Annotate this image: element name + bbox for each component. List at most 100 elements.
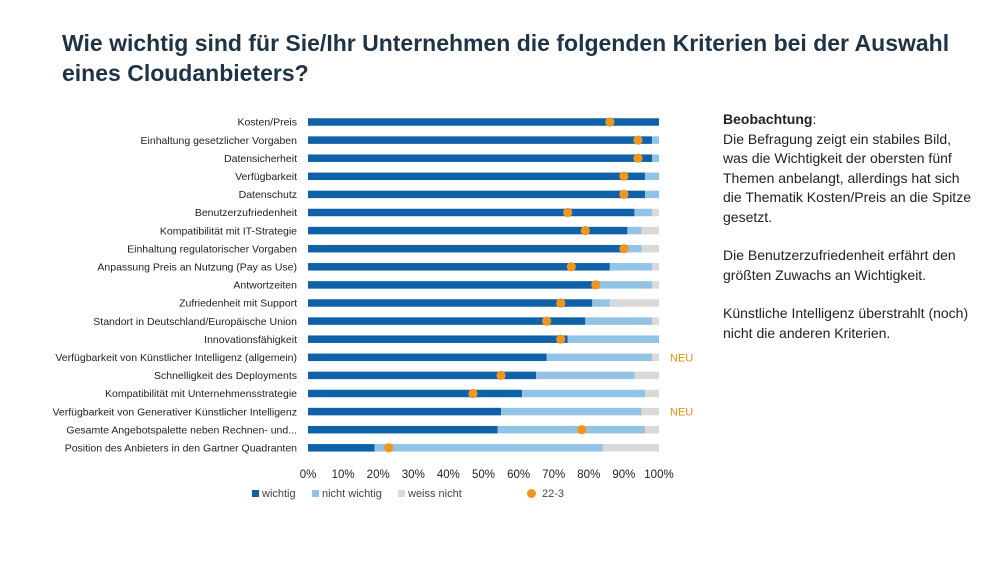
bar-segment-wichtig [308, 353, 547, 362]
bar-segment-weiss-nicht [634, 371, 659, 380]
category-label: Innovationsfähigkeit [204, 334, 297, 346]
observation-panel: Beobachtung: Die Befragung zeigt ein stab… [723, 110, 978, 362]
annotation-label: NEU [670, 407, 693, 419]
category-label: Einhaltung gesetzlicher Vorgaben [141, 135, 298, 147]
x-tick-label: 10% [332, 469, 355, 481]
bar-segment-nicht-wichtig [592, 299, 610, 307]
annotation-label: NEU [670, 352, 693, 364]
category-label: Standort in Deutschland/Europäische Unio… [93, 316, 297, 328]
bar-segment-weiss-nicht [651, 353, 659, 362]
marker-point [542, 316, 552, 326]
category-label: Verfügbarkeit [235, 171, 297, 183]
legend-label: weiss nicht [407, 488, 462, 500]
category-label: Einhaltung regulatorischer Vorgaben [127, 243, 297, 255]
marker-point [563, 207, 573, 218]
marker-point [633, 135, 643, 145]
bar-segment-weiss-nicht [651, 263, 659, 271]
x-tick-label: 0% [300, 469, 317, 481]
marker-point [619, 189, 629, 199]
bar-segment-wichtig [308, 389, 523, 398]
bar-segment-nicht-wichtig [609, 263, 652, 271]
category-label: Datensicherheit [224, 153, 297, 165]
bar-segment-weiss-nicht [651, 208, 659, 217]
marker-point [496, 370, 506, 380]
bar-segment-weiss-nicht [651, 317, 659, 325]
bar-segment-wichtig [308, 136, 652, 144]
bar-segment-nicht-wichtig [536, 371, 635, 380]
bar-segment-weiss-nicht [641, 244, 659, 253]
category-label: Position des Anbieters in den Gartner Qu… [65, 443, 297, 455]
observation-paragraph-3: Künstliche Intelligenz überstrahlt (noch… [723, 305, 969, 341]
category-label: Kompatibilität mit IT-Strategie [160, 225, 297, 237]
bar-segment-nicht-wichtig [585, 317, 652, 325]
legend-swatch [398, 490, 405, 497]
observation-heading-colon: : [812, 111, 817, 127]
bar-segment-wichtig [308, 299, 593, 307]
marker-point [591, 280, 601, 290]
category-label: Kosten/Preis [237, 117, 297, 129]
bar-segment-weiss-nicht [651, 281, 659, 289]
observation-heading-line: Beobachtung: Die Befragung zeigt ein stab… [723, 110, 978, 227]
marker-point [384, 443, 394, 453]
x-tick-label: 40% [437, 469, 460, 481]
legend-label: wichtig [261, 488, 296, 500]
x-tick-label: 100% [644, 469, 673, 481]
marker-point [577, 425, 587, 435]
bar-segment-nicht-wichtig [651, 136, 659, 144]
bar-segment-nicht-wichtig [374, 444, 603, 452]
page-title: Wie wichtig sind für Sie/Ihr Unternehmen… [62, 30, 950, 86]
x-tick-label: 60% [507, 469, 530, 481]
bar-segment-weiss-nicht [644, 425, 659, 434]
bar-segment-nicht-wichtig [497, 425, 645, 434]
legend-swatch [527, 489, 536, 498]
bar-segment-weiss-nicht [641, 226, 659, 235]
bar-segment-wichtig [308, 118, 659, 126]
category-label: Anpassung Preis an Nutzung (Pay as Use) [97, 262, 297, 274]
marker-point [468, 388, 478, 399]
bar-segment-wichtig [308, 317, 586, 325]
legend-label: 22-3 [542, 488, 564, 500]
bar-segment-nicht-wichtig [627, 226, 642, 235]
bar-segment-nicht-wichtig [599, 281, 652, 289]
bar-segment-nicht-wichtig [522, 389, 645, 398]
marker-point [619, 171, 629, 181]
category-label: Benutzerzufriedenheit [195, 207, 297, 219]
bar-segment-nicht-wichtig [644, 190, 659, 199]
legend-label: nicht wichtig [322, 488, 382, 500]
category-label: Kompatibilität mit Unternehmensstrategie [105, 388, 297, 400]
bar-segment-wichtig [308, 425, 498, 434]
bar-segment-wichtig [308, 226, 628, 235]
bar-segment-wichtig [308, 335, 568, 343]
marker-point [619, 244, 629, 254]
bar-segment-nicht-wichtig [627, 244, 642, 253]
bar-segment-nicht-wichtig [644, 172, 659, 181]
bar-segment-wichtig [308, 444, 375, 452]
bar-segment-wichtig [308, 407, 502, 416]
marker-point [605, 117, 615, 127]
x-tick-label: 90% [612, 469, 635, 481]
bar-segment-wichtig [308, 172, 645, 181]
category-label: Verfügbarkeit von Generativer Künstliche… [52, 406, 297, 418]
category-label: Datenschutz [239, 189, 297, 201]
marker-point [556, 298, 566, 308]
bar-segment-wichtig [308, 244, 628, 253]
x-tick-label: 80% [577, 469, 600, 481]
bar-segment-wichtig [308, 371, 537, 380]
category-label: Schnelligkeit des Deployments [154, 370, 297, 382]
bar-segment-weiss-nicht [641, 407, 659, 416]
bar-segment-wichtig [308, 190, 645, 199]
marker-point [580, 226, 590, 236]
marker-point [633, 153, 643, 163]
x-tick-label: 30% [402, 469, 425, 481]
bar-segment-nicht-wichtig [501, 407, 642, 416]
category-label: Antwortzeiten [233, 280, 297, 292]
category-label: Zufriedenheit mit Support [179, 298, 297, 310]
bar-segment-weiss-nicht [609, 299, 659, 307]
bar-segment-wichtig [308, 263, 610, 271]
bar-segment-nicht-wichtig [634, 208, 652, 217]
bar-segment-nicht-wichtig [546, 353, 652, 362]
category-label: Verfügbarkeit von Künstlicher Intelligen… [55, 352, 297, 364]
category-label: Gesamte Angebotspalette neben Rechnen- u… [66, 424, 297, 436]
marker-point [556, 334, 566, 344]
